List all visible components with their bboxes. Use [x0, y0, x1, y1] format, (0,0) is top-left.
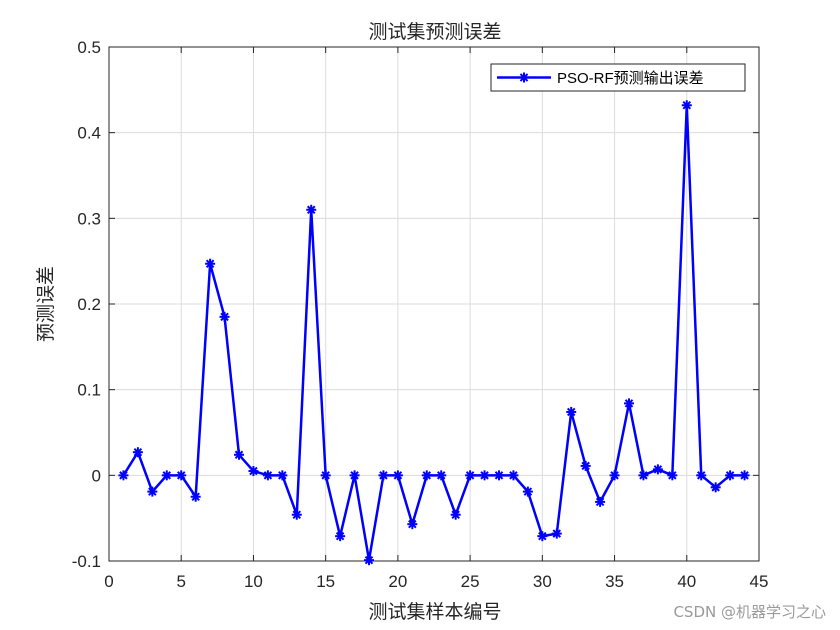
data-point [436, 470, 447, 481]
data-point [349, 470, 360, 481]
x-tick-label: 45 [750, 572, 769, 591]
data-point [219, 311, 230, 322]
data-point [580, 460, 591, 471]
data-point [421, 470, 432, 481]
data-point [378, 470, 389, 481]
x-tick-label: 0 [104, 572, 113, 591]
x-tick-label: 30 [533, 572, 552, 591]
data-point [537, 531, 548, 542]
x-tick-label: 25 [461, 572, 480, 591]
data-point [725, 470, 736, 481]
data-point [652, 464, 663, 475]
data-point [739, 470, 750, 481]
legend: PSO-RF预测输出误差 [490, 63, 746, 92]
data-point [132, 447, 143, 458]
data-point [364, 555, 374, 566]
legend-entry: PSO-RF预测输出误差 [557, 70, 704, 87]
legend-marker-icon [519, 72, 529, 83]
series-line [122, 104, 745, 562]
axis-ticks: 0 5 10 15 20 25 30 35 40 45-0.100.10.20.30.40.5 [72, 38, 769, 591]
data-point [681, 100, 692, 111]
data-point [609, 470, 620, 481]
x-axis-label: 测试集样本编号 [368, 601, 501, 623]
data-point [147, 486, 158, 497]
data-point [118, 470, 129, 481]
y-tick-label: 0.4 [77, 124, 101, 143]
data-point [306, 204, 317, 215]
x-tick-label: 20 [388, 572, 407, 591]
data-point [161, 470, 172, 481]
watermark: CSDN @机器学习之心 [673, 603, 826, 621]
data-point [710, 482, 721, 493]
legend-marker [519, 72, 529, 83]
data-point [291, 509, 302, 520]
data-point [320, 470, 331, 481]
data-point [465, 470, 476, 481]
data-point [277, 470, 288, 481]
data-point [205, 258, 216, 269]
data-point [176, 470, 187, 481]
y-tick-label: 0 [92, 466, 101, 485]
y-tick-label: 0.5 [77, 38, 101, 57]
data-point [335, 531, 346, 542]
data-point [667, 470, 678, 481]
chart-title: 测试集预测误差 [368, 21, 501, 43]
data-point [522, 486, 533, 497]
x-tick-label: 35 [605, 572, 624, 591]
data-point [392, 470, 403, 481]
y-tick-label: 0.2 [77, 295, 101, 314]
data-point [494, 470, 504, 481]
data-point [450, 509, 461, 520]
y-tick-label: 0.3 [77, 209, 101, 228]
x-tick-label: 5 [176, 572, 185, 591]
data-point [595, 496, 606, 507]
data-point [190, 491, 201, 502]
series-layer [118, 100, 750, 566]
data-point [234, 449, 244, 460]
data-point [696, 470, 707, 481]
y-tick-label: -0.1 [72, 552, 101, 571]
data-point [262, 470, 273, 481]
data-point [407, 519, 418, 530]
data-point [508, 470, 519, 481]
data-point [624, 398, 634, 409]
data-point [638, 470, 649, 481]
data-point [248, 466, 259, 477]
x-tick-label: 15 [316, 572, 335, 591]
x-tick-label: 10 [244, 572, 263, 591]
y-tick-label: 0.1 [77, 381, 101, 400]
data-point [566, 406, 577, 417]
data-point [479, 470, 490, 481]
x-tick-label: 40 [677, 572, 696, 591]
y-axis-label: 预测误差 [35, 266, 57, 342]
data-point [551, 528, 562, 539]
